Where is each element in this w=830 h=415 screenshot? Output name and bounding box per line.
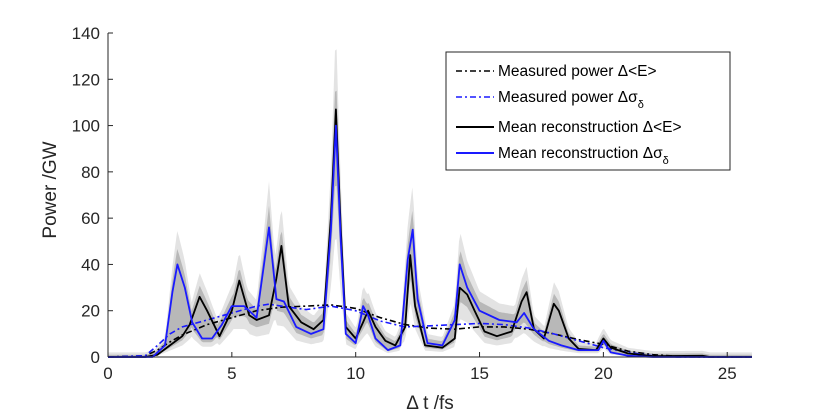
series-layer [107,108,752,358]
y-tick-label: 100 [72,117,100,136]
x-tick-label: 25 [718,364,737,383]
band-dark-gray [108,90,752,357]
x-ticks: 0 5 10 15 20 25 [103,352,737,383]
series-line-recon_E [108,108,752,358]
axes: 0 5 10 15 20 25 0 20 40 60 80 100 120 140 [72,24,752,383]
y-tick-label: 60 [81,209,100,228]
y-tick-label: 40 [81,255,100,274]
x-tick-label: 15 [470,364,489,383]
y-tick-label: 20 [81,302,100,321]
y-tick-label: 120 [72,70,100,89]
legend-label-recon_E: Mean reconstruction Δ<E> [498,119,682,136]
x-axis-label: Δ t /fs [406,393,454,414]
y-tick-label: 80 [81,163,100,182]
y-tick-label: 0 [91,348,100,367]
legend-label-measured_E: Measured power Δ<E> [498,63,657,80]
y-axis-label: Power /GW [40,141,61,238]
x-tick-label: 10 [346,364,365,383]
uncertainty-bands [108,49,752,358]
y-tick-label: 140 [72,24,100,43]
x-tick-label: 0 [103,364,112,383]
x-tick-label: 5 [227,364,236,383]
series-line-recon_sigma [108,124,752,358]
legend: Measured power Δ<E> Measured power Δσδ Mea… [445,51,731,171]
legend-label-measured_sigma: Measured power Δσδ [498,89,644,111]
y-ticks: 0 20 40 60 80 100 120 140 [72,24,113,367]
x-tick-label: 20 [594,364,613,383]
legend-label-recon_sigma: Mean reconstruction Δσδ [498,145,669,167]
